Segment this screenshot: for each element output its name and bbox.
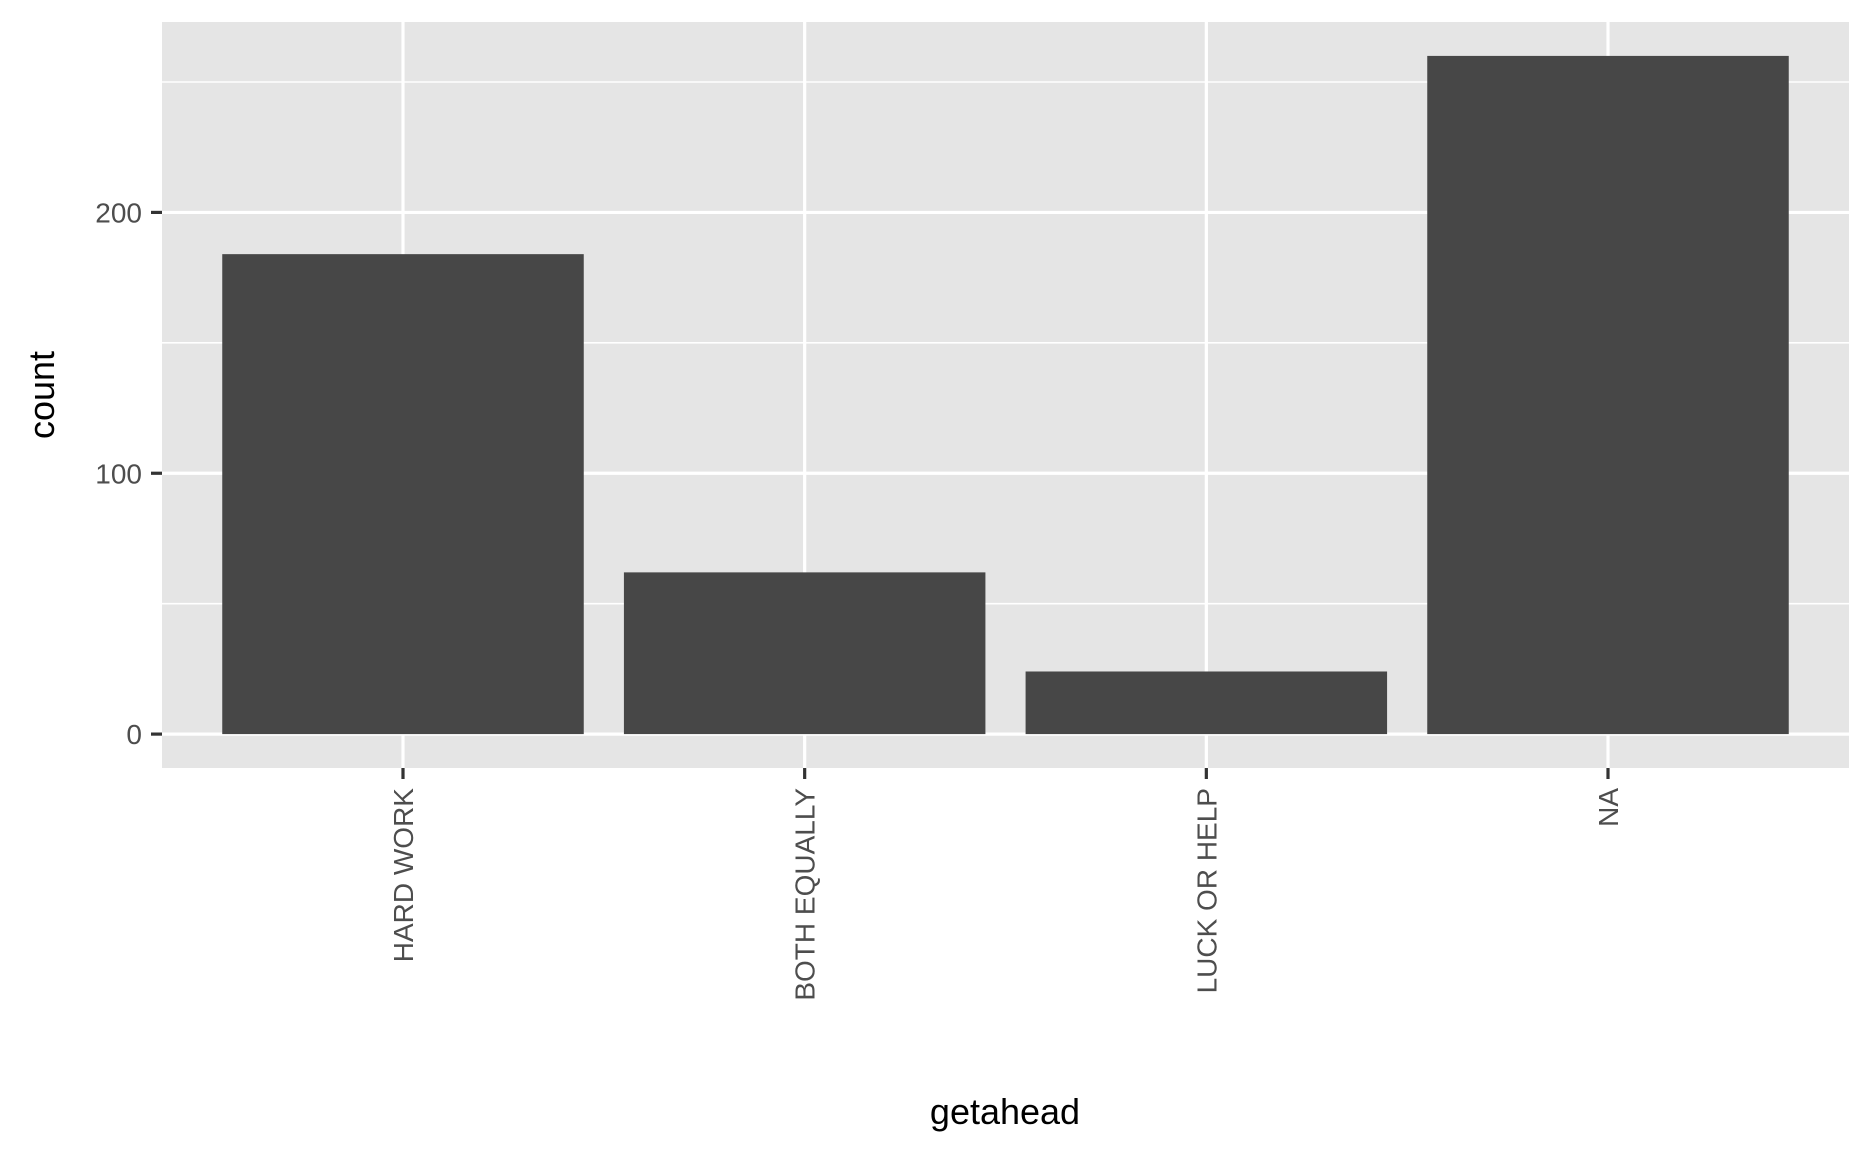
- x-tick-label: LUCK OR HELP: [1191, 788, 1222, 993]
- y-axis-title: count: [21, 351, 62, 439]
- y-tick-label: 100: [95, 458, 142, 489]
- bar: [623, 572, 986, 735]
- bars: [222, 55, 1789, 735]
- x-tick-label: HARD WORK: [388, 788, 419, 963]
- y-axis: 0 100 200: [95, 197, 162, 750]
- bar: [1025, 671, 1388, 735]
- bar: [222, 254, 584, 735]
- x-axis: HARD WORK BOTH EQUALLY LUCK OR HELP NA: [388, 768, 1624, 1001]
- x-axis-title: getahead: [930, 1091, 1080, 1132]
- y-tick-label: 0: [126, 719, 142, 750]
- x-tick-label: NA: [1593, 788, 1624, 827]
- bar: [1427, 55, 1789, 735]
- y-tick-label: 200: [95, 197, 142, 228]
- x-tick-label: BOTH EQUALLY: [790, 788, 821, 1001]
